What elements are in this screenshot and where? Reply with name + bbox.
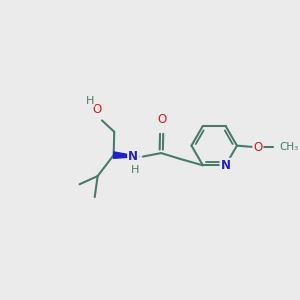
Text: CH₃: CH₃ — [279, 142, 298, 152]
Text: H: H — [130, 165, 139, 175]
Text: O: O — [93, 103, 102, 116]
Text: H: H — [86, 96, 94, 106]
Text: N: N — [128, 150, 138, 163]
Text: O: O — [253, 141, 262, 154]
Text: O: O — [157, 113, 167, 126]
Text: N: N — [220, 159, 231, 172]
Polygon shape — [113, 152, 139, 158]
